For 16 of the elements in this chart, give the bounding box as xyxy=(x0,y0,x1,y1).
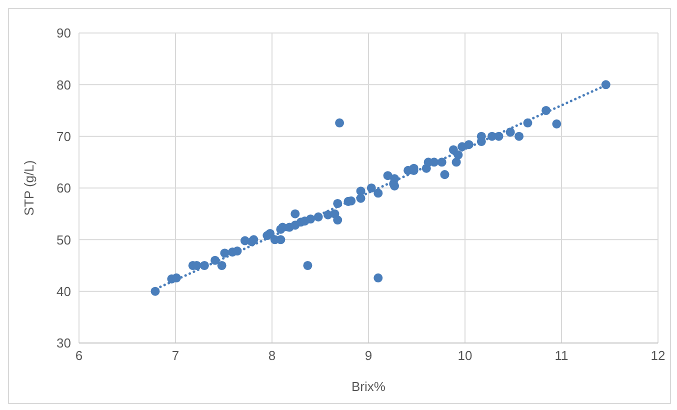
x-tick-label: 10 xyxy=(458,348,472,364)
y-tick-label: 90 xyxy=(56,26,71,41)
x-tick-label: 9 xyxy=(364,348,372,364)
x-tick-label: 7 xyxy=(172,348,180,364)
x-tick-label: 11 xyxy=(554,348,568,364)
x-tick-label: 6 xyxy=(75,348,83,364)
x-tick-label: 12 xyxy=(650,348,666,364)
y-tick-label: 60 xyxy=(56,180,71,196)
y-tick-label: 80 xyxy=(56,77,71,92)
y-tick-label: 40 xyxy=(56,284,71,299)
y-tick-label: 30 xyxy=(56,336,71,351)
y-tick-label: 70 xyxy=(56,128,71,144)
x-axis-title: Brix% xyxy=(352,379,386,394)
y-axis-title: STP (g/L) xyxy=(22,160,37,216)
x-tick-label: 8 xyxy=(268,348,276,364)
y-tick-label: 50 xyxy=(56,232,71,248)
